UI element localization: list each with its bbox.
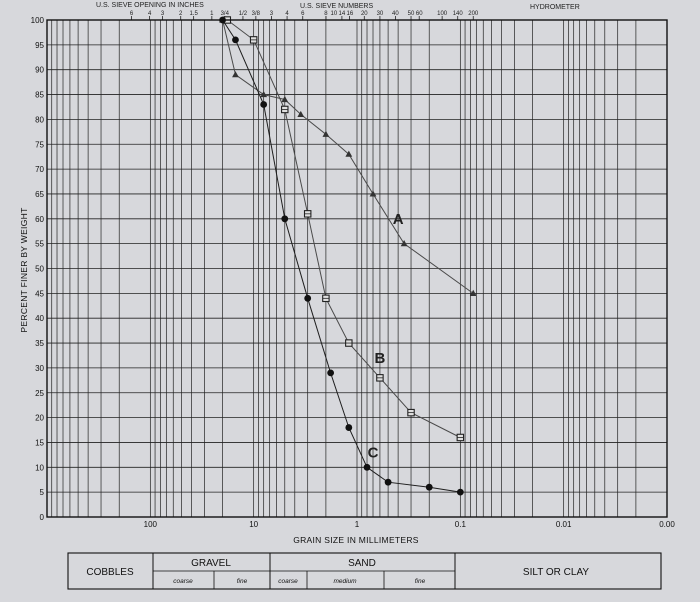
y-tick-label: 95 bbox=[35, 41, 44, 50]
data-point-C bbox=[304, 294, 312, 302]
x-tick-labels: 100 10 1 0.1 0.01 0.00 bbox=[144, 520, 676, 529]
sieve-number-label: 60 bbox=[416, 11, 423, 17]
data-point-C bbox=[232, 36, 239, 44]
y-tick-label: 85 bbox=[35, 91, 44, 100]
sieve-opening-label: 1.5 bbox=[189, 11, 198, 17]
y-tick-label: 55 bbox=[35, 240, 44, 249]
data-point-C bbox=[384, 478, 392, 486]
x-tick-label: 10 bbox=[249, 520, 258, 529]
y-tick-label: 30 bbox=[35, 364, 44, 373]
data-point-C bbox=[425, 483, 433, 491]
data-point-C bbox=[456, 488, 464, 496]
sieve-opening-label: 1 bbox=[210, 11, 214, 17]
sieve-openings-title: U.S. SIEVE OPENING IN INCHES bbox=[96, 2, 204, 9]
x-tick-label: 1 bbox=[355, 520, 360, 529]
data-point-A bbox=[469, 289, 477, 296]
y-tick-label: 20 bbox=[35, 414, 44, 423]
sieve-opening-label: 2 bbox=[179, 11, 183, 17]
sand-coarse-label: coarse bbox=[278, 578, 298, 585]
sieve-opening-label: 4 bbox=[148, 11, 152, 17]
y-tick-label: 15 bbox=[35, 438, 44, 447]
x-tick-label: 0.1 bbox=[455, 520, 467, 529]
data-point-A bbox=[400, 240, 408, 247]
plot-frame bbox=[46, 19, 668, 518]
classification-table: COBBLES GRAVEL coarse fine SAND coarse m… bbox=[67, 552, 662, 590]
data-point-A bbox=[345, 150, 353, 157]
data-point-C bbox=[363, 463, 371, 471]
series-line-A bbox=[222, 19, 474, 294]
y-tick-label: 0 bbox=[40, 513, 45, 522]
sieve-number-label: 100 bbox=[437, 11, 448, 17]
y-axis-label: PERCENT FINER BY WEIGHT bbox=[19, 207, 29, 332]
y-tick-label: 60 bbox=[35, 215, 44, 224]
sieve-number-label: 6 bbox=[301, 11, 305, 17]
sieve-number-label: 4 bbox=[285, 11, 289, 17]
gravel-label: GRAVEL bbox=[191, 558, 231, 569]
sieve-opening-label: 3 bbox=[161, 11, 165, 17]
sieve-opening-label: 3/4 bbox=[221, 11, 230, 17]
data-point-C bbox=[260, 101, 268, 108]
y-tick-label: 45 bbox=[35, 289, 44, 298]
gravel-fine-label: fine bbox=[237, 578, 248, 585]
x-axis-label: GRAIN SIZE IN MILLIMETERS bbox=[293, 535, 419, 545]
sieve-number-label: 3 bbox=[270, 11, 274, 17]
y-tick-label: 65 bbox=[35, 190, 44, 199]
hydrometer-title: HYDROMETER bbox=[530, 4, 580, 11]
gravel-coarse-label: coarse bbox=[173, 578, 193, 585]
sieve-opening-label: 6 bbox=[130, 11, 134, 17]
sieve-numbers-title: U.S. SIEVE NUMBERS bbox=[300, 3, 373, 10]
data-point-A bbox=[232, 71, 239, 78]
sieve-number-label: 40 bbox=[392, 11, 399, 17]
data-point-C bbox=[345, 424, 353, 431]
y-tick-label: 10 bbox=[35, 463, 44, 472]
data-point-C bbox=[327, 369, 335, 377]
data-point-A bbox=[297, 110, 305, 118]
sieve-opening-label: 1/2 bbox=[239, 11, 248, 17]
sieve-number-label: 50 bbox=[408, 11, 415, 17]
grid bbox=[47, 19, 668, 518]
y-tick-labels: 0 5 10 15 20 25 30 35 40 45 50 55 60 65 70 75 80 85 90 95 10… bbox=[31, 16, 45, 522]
curve-label-C: C bbox=[368, 444, 379, 461]
y-tick-label: 75 bbox=[35, 140, 44, 149]
y-tick-label: 50 bbox=[35, 265, 44, 274]
data-point-A bbox=[322, 130, 330, 137]
sieve-opening-label: 3/8 bbox=[252, 11, 261, 17]
sieve-number-label: 140 bbox=[453, 11, 464, 17]
series-C: C bbox=[219, 16, 464, 496]
curve-label-A: A bbox=[393, 211, 404, 228]
y-tick-label: 80 bbox=[35, 115, 44, 124]
data-point-A bbox=[369, 190, 377, 197]
silt-clay-label: SILT OR CLAY bbox=[523, 567, 589, 578]
data-point-A bbox=[260, 90, 268, 98]
y-tick-label: 40 bbox=[35, 314, 44, 323]
data-point-C bbox=[281, 215, 289, 223]
classification-frame bbox=[67, 552, 662, 590]
curve-label-B: B bbox=[375, 350, 386, 367]
y-tick-label: 90 bbox=[35, 66, 44, 75]
x-tick-label: 100 bbox=[144, 520, 158, 529]
sand-label: SAND bbox=[348, 558, 376, 569]
data-point-A bbox=[281, 95, 289, 103]
sieve-number-label: 20 bbox=[361, 11, 368, 17]
x-tick-label: 0.01 bbox=[556, 520, 572, 529]
top-headers: U.S. SIEVE OPENING IN INCHES U.S. SIEVE … bbox=[96, 2, 580, 20]
y-tick-label: 35 bbox=[35, 339, 44, 348]
sieve-number-label: 200 bbox=[468, 11, 479, 17]
sieve-number-label: 8 bbox=[324, 11, 328, 17]
sieve-number-label: 10 bbox=[331, 11, 338, 17]
sand-fine-label: fine bbox=[415, 578, 426, 585]
sieve-number-label: 16 bbox=[347, 11, 354, 17]
sand-medium-label: medium bbox=[333, 578, 357, 585]
x-tick-label: 0.00 bbox=[659, 520, 675, 529]
cobbles-label: COBBLES bbox=[86, 567, 134, 578]
y-tick-label: 25 bbox=[35, 389, 44, 398]
y-tick-label: 70 bbox=[35, 165, 44, 174]
sieve-number-label: 30 bbox=[377, 11, 384, 17]
y-tick-label: 5 bbox=[40, 488, 45, 497]
series-A: A bbox=[219, 16, 477, 296]
y-tick-label: 100 bbox=[31, 16, 45, 25]
sieve-number-label: 14 bbox=[339, 11, 346, 17]
